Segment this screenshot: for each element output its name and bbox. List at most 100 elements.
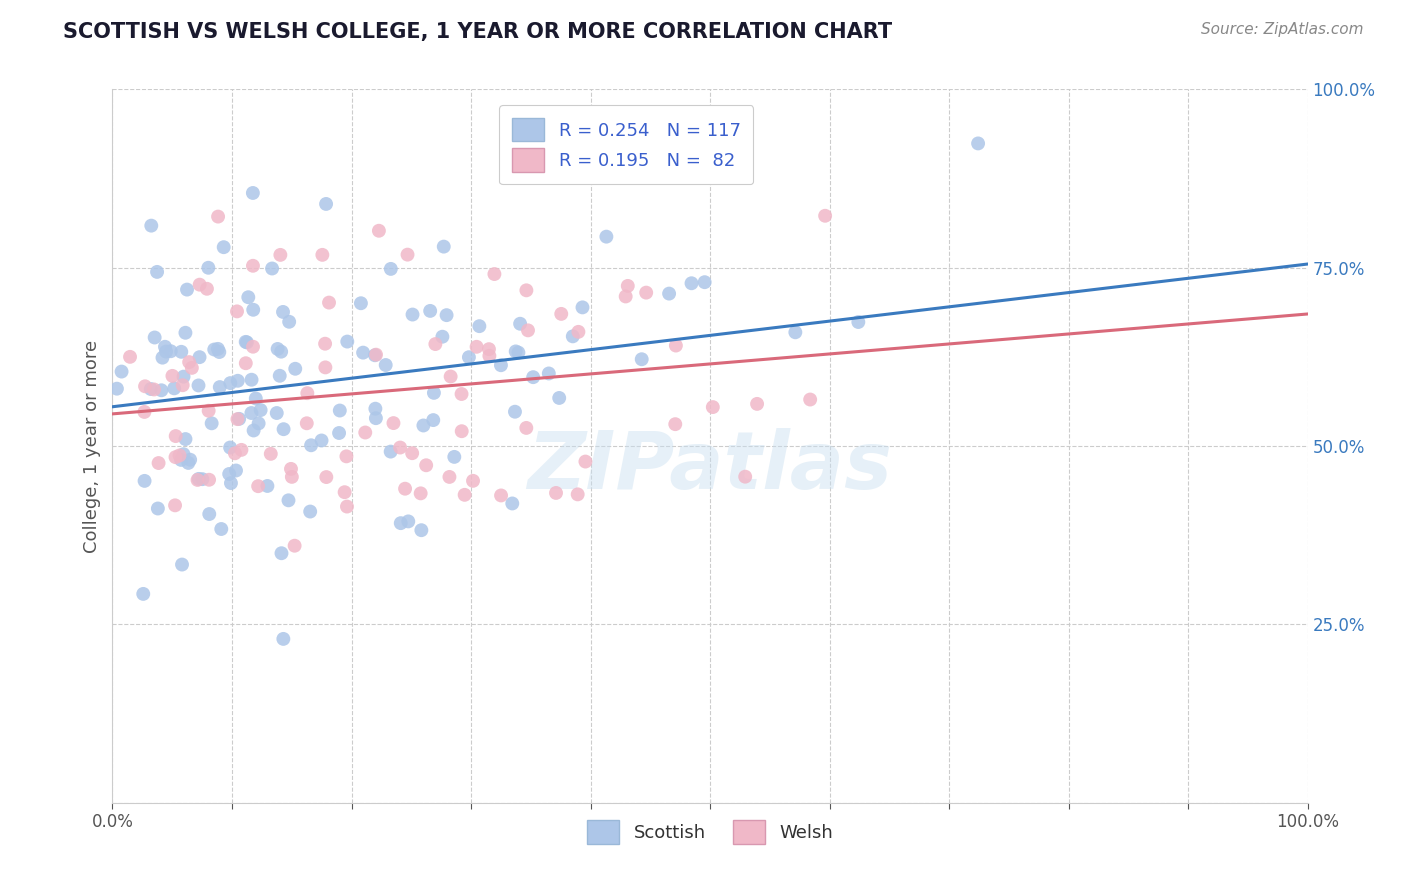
Point: [401, 446, 423, 460]
Point: [226, 374, 249, 388]
Point: [249, 403, 271, 417]
Point: [236, 335, 259, 350]
Point: [297, 386, 319, 401]
Point: [508, 345, 530, 359]
Point: [225, 463, 247, 477]
Point: [242, 424, 264, 438]
Point: [169, 449, 191, 463]
Point: [785, 326, 807, 340]
Point: [219, 441, 242, 455]
Point: [681, 277, 703, 291]
Point: [173, 369, 195, 384]
Point: [280, 462, 302, 476]
Point: [207, 342, 229, 356]
Point: [170, 453, 193, 467]
Point: [423, 385, 446, 400]
Point: [550, 307, 572, 321]
Point: [336, 334, 359, 349]
Point: [143, 383, 166, 397]
Point: [401, 308, 423, 322]
Point: [561, 329, 583, 343]
Point: [148, 456, 170, 470]
Point: [197, 403, 219, 417]
Point: [364, 411, 387, 425]
Point: [218, 467, 240, 481]
Point: [734, 469, 756, 483]
Point: [315, 197, 337, 211]
Point: [146, 265, 169, 279]
Point: [132, 587, 155, 601]
Point: [242, 302, 264, 317]
Point: [571, 301, 593, 315]
Point: [328, 425, 350, 440]
Point: [240, 373, 263, 387]
Point: [450, 424, 472, 438]
Point: [202, 343, 225, 357]
Legend: Scottish, Welsh: Scottish, Welsh: [579, 814, 841, 851]
Point: [814, 209, 837, 223]
Point: [299, 504, 322, 518]
Point: [134, 379, 156, 393]
Point: [364, 348, 387, 362]
Point: [329, 403, 352, 417]
Point: [461, 474, 484, 488]
Point: [226, 304, 249, 318]
Point: [409, 486, 432, 500]
Point: [630, 352, 652, 367]
Point: [198, 473, 221, 487]
Point: [139, 382, 162, 396]
Point: [484, 267, 506, 281]
Point: [544, 486, 567, 500]
Point: [242, 340, 264, 354]
Point: [389, 441, 412, 455]
Point: [226, 412, 249, 426]
Point: [489, 358, 512, 372]
Point: [153, 340, 176, 354]
Point: [364, 348, 387, 362]
Point: [174, 432, 197, 446]
Point: [208, 380, 231, 394]
Point: [195, 282, 218, 296]
Point: [247, 417, 270, 431]
Point: [207, 210, 229, 224]
Point: [188, 350, 211, 364]
Point: [170, 344, 193, 359]
Point: [266, 406, 288, 420]
Point: [439, 470, 461, 484]
Point: [110, 365, 132, 379]
Text: SCOTTISH VS WELSH COLLEGE, 1 YEAR OR MORE CORRELATION CHART: SCOTTISH VS WELSH COLLEGE, 1 YEAR OR MOR…: [63, 22, 893, 42]
Point: [247, 479, 270, 493]
Point: [162, 368, 184, 383]
Point: [354, 425, 377, 440]
Point: [465, 340, 488, 354]
Point: [617, 279, 640, 293]
Point: [208, 345, 231, 359]
Point: [745, 397, 768, 411]
Point: [433, 239, 456, 253]
Point: [318, 295, 340, 310]
Point: [209, 522, 232, 536]
Point: [141, 219, 163, 233]
Point: [311, 434, 333, 448]
Point: [143, 330, 166, 344]
Point: [314, 360, 336, 375]
Point: [453, 488, 475, 502]
Point: [269, 248, 291, 262]
Point: [177, 456, 200, 470]
Point: [364, 401, 387, 416]
Point: [411, 523, 433, 537]
Point: [235, 334, 257, 349]
Point: [260, 447, 283, 461]
Point: [277, 493, 299, 508]
Point: [256, 479, 278, 493]
Point: [188, 277, 211, 292]
Point: [179, 452, 201, 467]
Point: [242, 186, 264, 200]
Point: [186, 473, 208, 487]
Point: [179, 355, 201, 369]
Point: [567, 325, 589, 339]
Point: [450, 387, 472, 401]
Point: [314, 336, 336, 351]
Point: [664, 417, 686, 432]
Point: [105, 382, 128, 396]
